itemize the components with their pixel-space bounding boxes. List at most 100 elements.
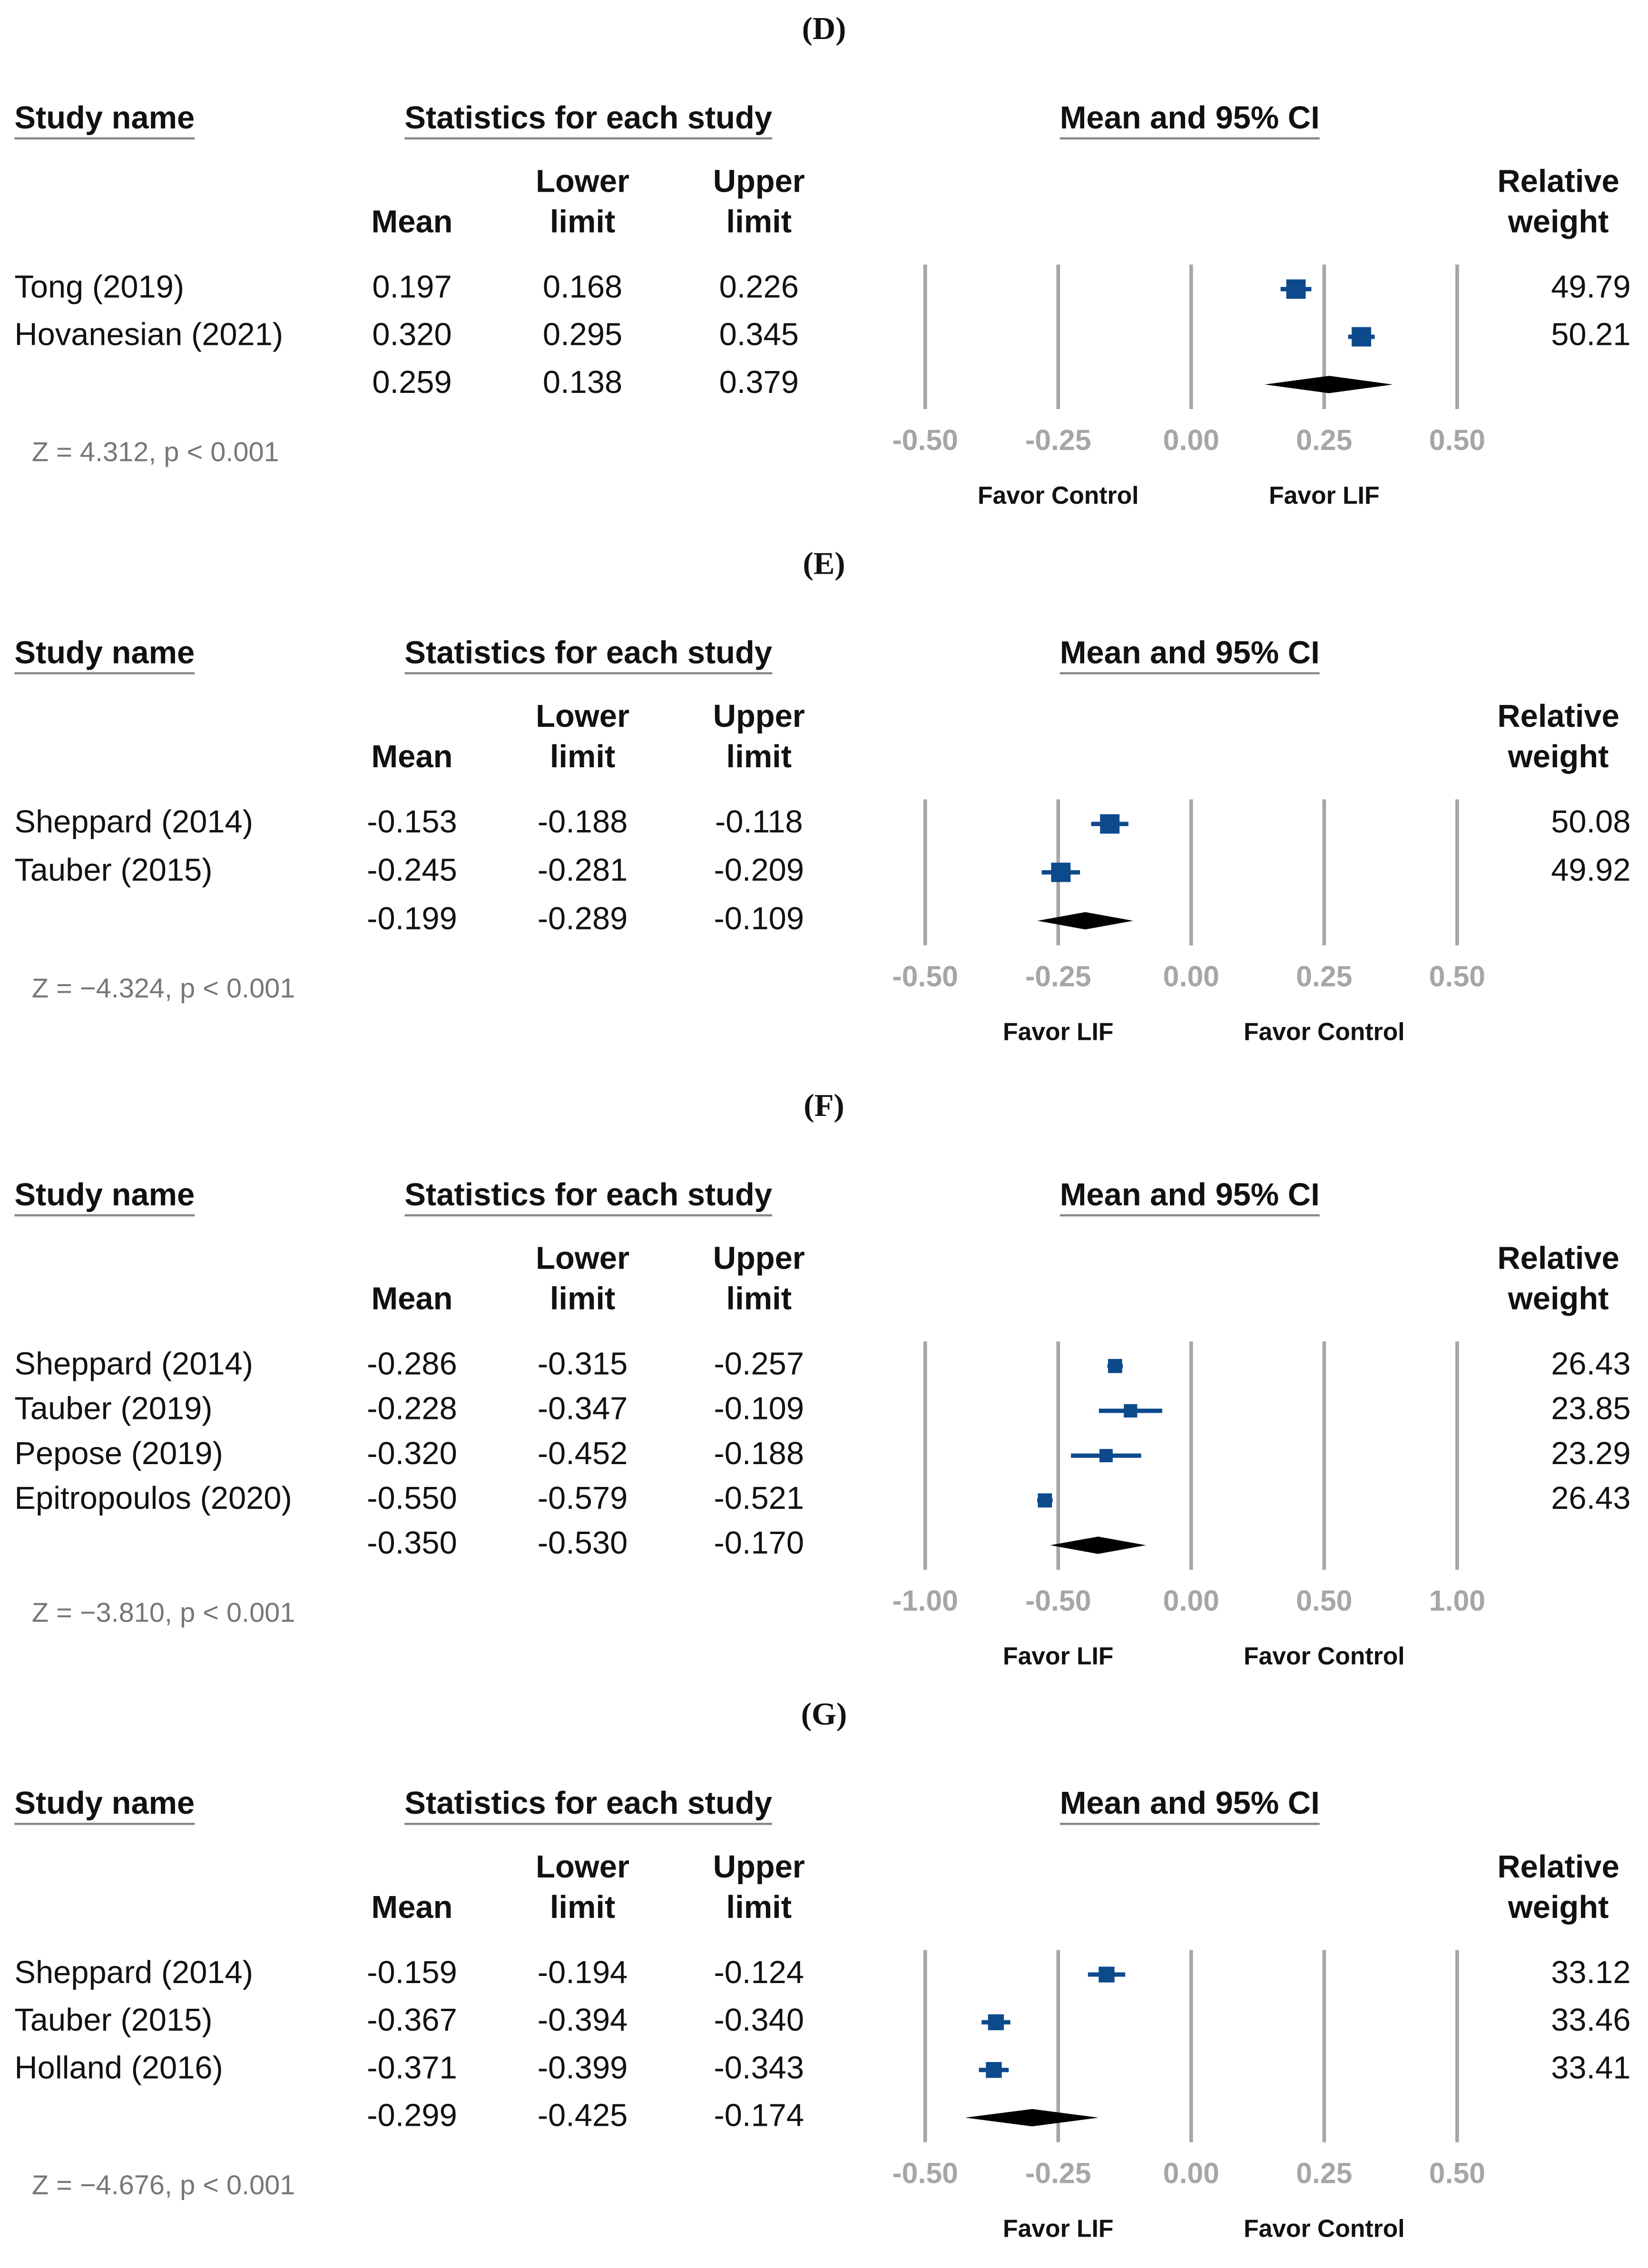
- x-tick-label: 1.00: [1429, 1584, 1485, 1617]
- weight-value: 33.41: [1551, 2050, 1630, 2085]
- study-name: Hovanesian (2021): [14, 317, 283, 352]
- weight-header: Relative: [1497, 1849, 1619, 1885]
- point-estimate: [1051, 862, 1071, 882]
- weight-header: weight: [1508, 204, 1609, 240]
- stat-value: -0.281: [538, 852, 628, 888]
- weight-value: 49.92: [1551, 852, 1630, 888]
- ci-header: Mean and 95% CI: [1060, 100, 1320, 136]
- x-tick-label: 0.00: [1163, 1584, 1219, 1617]
- summary-diamond: [965, 2109, 1099, 2127]
- stat-value: -0.188: [538, 804, 628, 840]
- summary-value: -0.170: [714, 1525, 804, 1561]
- limit-header: limit: [726, 204, 792, 240]
- weight-value: 33.12: [1551, 1955, 1630, 1990]
- limit-header: limit: [726, 739, 792, 774]
- x-tick-label: -0.50: [1025, 1584, 1091, 1617]
- limit-header: Lower: [536, 164, 629, 199]
- panel-label: (F): [804, 1088, 844, 1123]
- x-tick-label: 0.50: [1296, 1584, 1352, 1617]
- stat-value: 0.226: [719, 269, 799, 304]
- stat-value: -0.452: [538, 1436, 628, 1471]
- summary-value: -0.289: [538, 900, 628, 936]
- summary-diamond: [1265, 376, 1393, 393]
- x-tick-label: -0.50: [892, 960, 958, 992]
- mean-header: Mean: [372, 1889, 453, 1925]
- stat-value: -0.340: [714, 2002, 804, 2038]
- study-name: Tauber (2015): [14, 2002, 212, 2038]
- weight-value: 23.85: [1551, 1391, 1630, 1427]
- study-name: Tong (2019): [14, 269, 184, 304]
- limit-header: limit: [726, 1889, 792, 1925]
- x-tick-label: 0.50: [1429, 424, 1485, 456]
- weight-header: weight: [1508, 1281, 1609, 1317]
- point-estimate: [1124, 1404, 1138, 1418]
- panel-label: (E): [803, 546, 845, 581]
- stat-value: 0.197: [372, 269, 451, 304]
- summary-value: 0.379: [719, 364, 799, 400]
- stat-value: -0.124: [714, 1955, 804, 1990]
- z-label: Z = 4.312, p < 0.001: [32, 437, 279, 467]
- stat-value: -0.188: [714, 1436, 804, 1471]
- limit-header: Upper: [713, 698, 805, 734]
- weight-header: weight: [1508, 1889, 1609, 1925]
- limit-header: limit: [550, 1281, 615, 1317]
- limit-header: Upper: [713, 1241, 805, 1276]
- limit-header: limit: [550, 1889, 615, 1925]
- weight-value: 50.21: [1551, 317, 1630, 352]
- weight-value: 26.43: [1551, 1346, 1630, 1381]
- limit-header: Lower: [536, 1241, 629, 1276]
- ci-header: Mean and 95% CI: [1060, 635, 1320, 670]
- x-tick-label: 0.50: [1429, 960, 1485, 992]
- point-estimate: [988, 2014, 1004, 2031]
- study-name: Tauber (2019): [14, 1391, 212, 1427]
- summary-value: -0.109: [714, 900, 804, 936]
- panel-label: (D): [802, 11, 846, 46]
- limit-header: limit: [550, 204, 615, 240]
- summary-diamond: [1037, 912, 1133, 929]
- stat-value: -0.399: [538, 2050, 628, 2085]
- study-header: Study name: [14, 100, 195, 136]
- favor-left: Favor LIF: [1003, 1017, 1113, 1045]
- x-tick-label: 0.50: [1429, 2157, 1485, 2190]
- point-estimate: [1286, 279, 1306, 299]
- weight-value: 23.29: [1551, 1436, 1630, 1471]
- study-name: Epitropoulos (2020): [14, 1480, 292, 1516]
- mean-header: Mean: [372, 739, 453, 774]
- study-name: Sheppard (2014): [14, 1955, 253, 1990]
- point-estimate: [1108, 1359, 1122, 1373]
- stats-header: Statistics for each study: [404, 100, 772, 136]
- weight-header: weight: [1508, 739, 1609, 774]
- summary-value: -0.174: [714, 2098, 804, 2133]
- weight-header: Relative: [1497, 1241, 1619, 1276]
- panel-label: (G): [801, 1697, 847, 1732]
- x-tick-label: -0.25: [1025, 960, 1091, 992]
- stat-value: -0.257: [714, 1346, 804, 1381]
- x-tick-label: 0.00: [1163, 424, 1219, 456]
- study-header: Study name: [14, 1785, 195, 1821]
- x-tick-label: -0.50: [892, 424, 958, 456]
- stats-header: Statistics for each study: [404, 1177, 772, 1212]
- weight-value: 49.79: [1551, 269, 1630, 304]
- weight-value: 50.08: [1551, 804, 1630, 840]
- stats-header: Statistics for each study: [404, 635, 772, 670]
- point-estimate: [1099, 1449, 1113, 1463]
- x-tick-label: 0.25: [1296, 960, 1352, 992]
- x-tick-label: -1.00: [892, 1584, 958, 1617]
- point-estimate: [1038, 1493, 1052, 1508]
- x-tick-label: -0.25: [1025, 2157, 1091, 2190]
- limit-header: Lower: [536, 1849, 629, 1885]
- weight-header: Relative: [1497, 164, 1619, 199]
- stat-value: -0.394: [538, 2002, 628, 2038]
- stat-value: -0.347: [538, 1391, 628, 1427]
- summary-value: 0.138: [543, 364, 622, 400]
- stat-value: -0.343: [714, 2050, 804, 2085]
- summary-diamond: [1050, 1536, 1146, 1554]
- favor-right: Favor Control: [1244, 1017, 1405, 1045]
- stat-value: -0.286: [367, 1346, 457, 1381]
- stat-value: -0.320: [367, 1436, 457, 1471]
- stat-value: -0.521: [714, 1480, 804, 1516]
- stat-value: -0.550: [367, 1480, 457, 1516]
- point-estimate: [986, 2062, 1002, 2078]
